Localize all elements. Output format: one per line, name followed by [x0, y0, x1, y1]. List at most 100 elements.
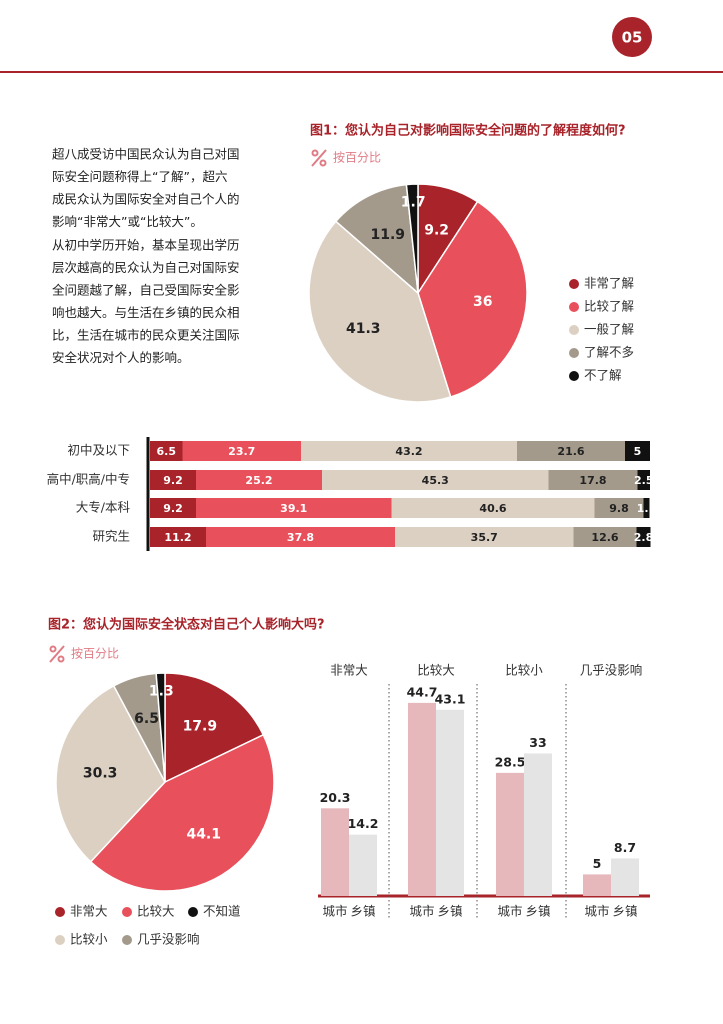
segment-label: 9.2 [163, 474, 183, 487]
group-label: 非常大 [330, 663, 368, 678]
legend-label: 几乎没影响 [137, 932, 200, 947]
legend-label: 了解不多 [584, 345, 634, 360]
segment-label: 11.2 [164, 531, 191, 544]
segment-label: 9.2 [163, 502, 183, 515]
bar-label: 14.2 [348, 816, 379, 831]
segment-label: 6.5 [157, 445, 177, 458]
bar-label: 33 [529, 735, 546, 750]
legend-label: 比较小 [70, 932, 108, 947]
series-label: 乡镇 [437, 904, 462, 919]
bar-segment [643, 498, 650, 518]
bar-label: 8.7 [614, 840, 636, 855]
slice-label: 17.9 [183, 719, 218, 735]
segment-label: 5 [634, 445, 642, 458]
category-label: 大专/本科 [76, 500, 131, 515]
bar-segment [636, 527, 651, 547]
legend-swatch [55, 935, 65, 945]
pie-slice [405, 183, 419, 294]
series-label: 城市 [322, 904, 347, 919]
bar-segment [517, 441, 625, 461]
paragraph-line: 安全状况对个人的影响。 [52, 350, 190, 365]
segment-label: 23.7 [228, 445, 255, 458]
category-label: 高中/职高/中专 [47, 472, 130, 487]
bar [436, 709, 464, 896]
bar-segment [573, 527, 637, 547]
paragraph-line: 层次越高的民众认为自己对国际安 [52, 260, 240, 275]
bar-label: 5 [593, 856, 602, 871]
bar-segment [150, 441, 183, 461]
pie-slice [89, 733, 275, 892]
legend-swatch [569, 348, 579, 358]
series-label: 城市 [409, 904, 434, 919]
legend-label: 不了解 [584, 368, 622, 383]
slice-label: 1.3 [149, 684, 174, 700]
bar-label: 20.3 [320, 790, 351, 805]
bar [496, 772, 524, 896]
bar-segment [637, 470, 650, 490]
segment-label: 1.2 [637, 502, 657, 515]
pie-slice [417, 200, 528, 398]
slice-label: 30.3 [83, 766, 118, 782]
bar-segment [594, 498, 644, 518]
slice-label: 9.2 [424, 222, 449, 238]
legend-label: 不知道 [203, 904, 241, 919]
bar-segment [196, 498, 392, 518]
legend-swatch [122, 907, 132, 917]
pie-slice [308, 220, 452, 403]
segment-label: 39.1 [280, 502, 307, 515]
bar [408, 702, 436, 896]
bar-segment [625, 441, 650, 461]
segment-label: 9.8 [609, 502, 629, 515]
chart-subtitle: 按百分比 [71, 647, 119, 661]
pie-slice [155, 672, 166, 783]
group-label: 比较大 [417, 663, 455, 678]
legend-label: 比较了解 [584, 299, 634, 314]
bar-segment [182, 441, 301, 461]
slice-label: 6.5 [134, 711, 159, 727]
slice-label: 36 [473, 294, 492, 310]
series-label: 乡镇 [350, 904, 375, 919]
series-label: 城市 [584, 904, 609, 919]
bar-segment [150, 527, 206, 547]
segment-label: 40.6 [479, 502, 506, 515]
slice-label: 41.3 [346, 321, 381, 337]
group-label: 几乎没影响 [580, 663, 643, 678]
slice-label: 1.7 [401, 195, 426, 211]
bar [321, 808, 349, 896]
page-number: 05 [622, 29, 643, 47]
pie-slice [55, 684, 166, 863]
pie-slice [334, 183, 419, 295]
series-label: 乡镇 [612, 904, 637, 919]
bar-label: 28.5 [495, 754, 526, 769]
legend-label: 一般了解 [584, 322, 634, 337]
series-label: 乡镇 [525, 904, 550, 919]
bar-segment [322, 470, 549, 490]
chart-title: 图1：您认为自己对影响国际安全问题的了解程度如何? [310, 123, 626, 139]
paragraph-line: 成民众认为国际安全对自己个人的 [52, 192, 240, 207]
segment-label: 12.6 [591, 531, 618, 544]
paragraph-line: 超八成受访中国民众认为自己对国 [52, 147, 240, 162]
legend-swatch [569, 279, 579, 289]
legend-swatch [569, 325, 579, 335]
chart-subtitle: 按百分比 [333, 151, 381, 165]
bar-label: 44.7 [407, 684, 438, 699]
bar-label: 43.1 [435, 691, 466, 706]
bar-segment [150, 498, 196, 518]
legend-label: 非常大 [70, 904, 108, 919]
legend-swatch [569, 302, 579, 312]
segment-label: 17.8 [579, 474, 606, 487]
segment-label: 2.5 [634, 474, 654, 487]
bar-segment [395, 527, 574, 547]
group-label: 比较小 [505, 663, 543, 678]
bar-segment [391, 498, 595, 518]
segment-label: 45.3 [422, 474, 449, 487]
bar-segment [196, 470, 322, 490]
legend-label: 非常了解 [584, 276, 634, 291]
legend-swatch [55, 907, 65, 917]
segment-label: 21.6 [557, 445, 584, 458]
segment-label: 37.8 [287, 531, 314, 544]
legend-swatch [188, 907, 198, 917]
bar [349, 834, 377, 896]
